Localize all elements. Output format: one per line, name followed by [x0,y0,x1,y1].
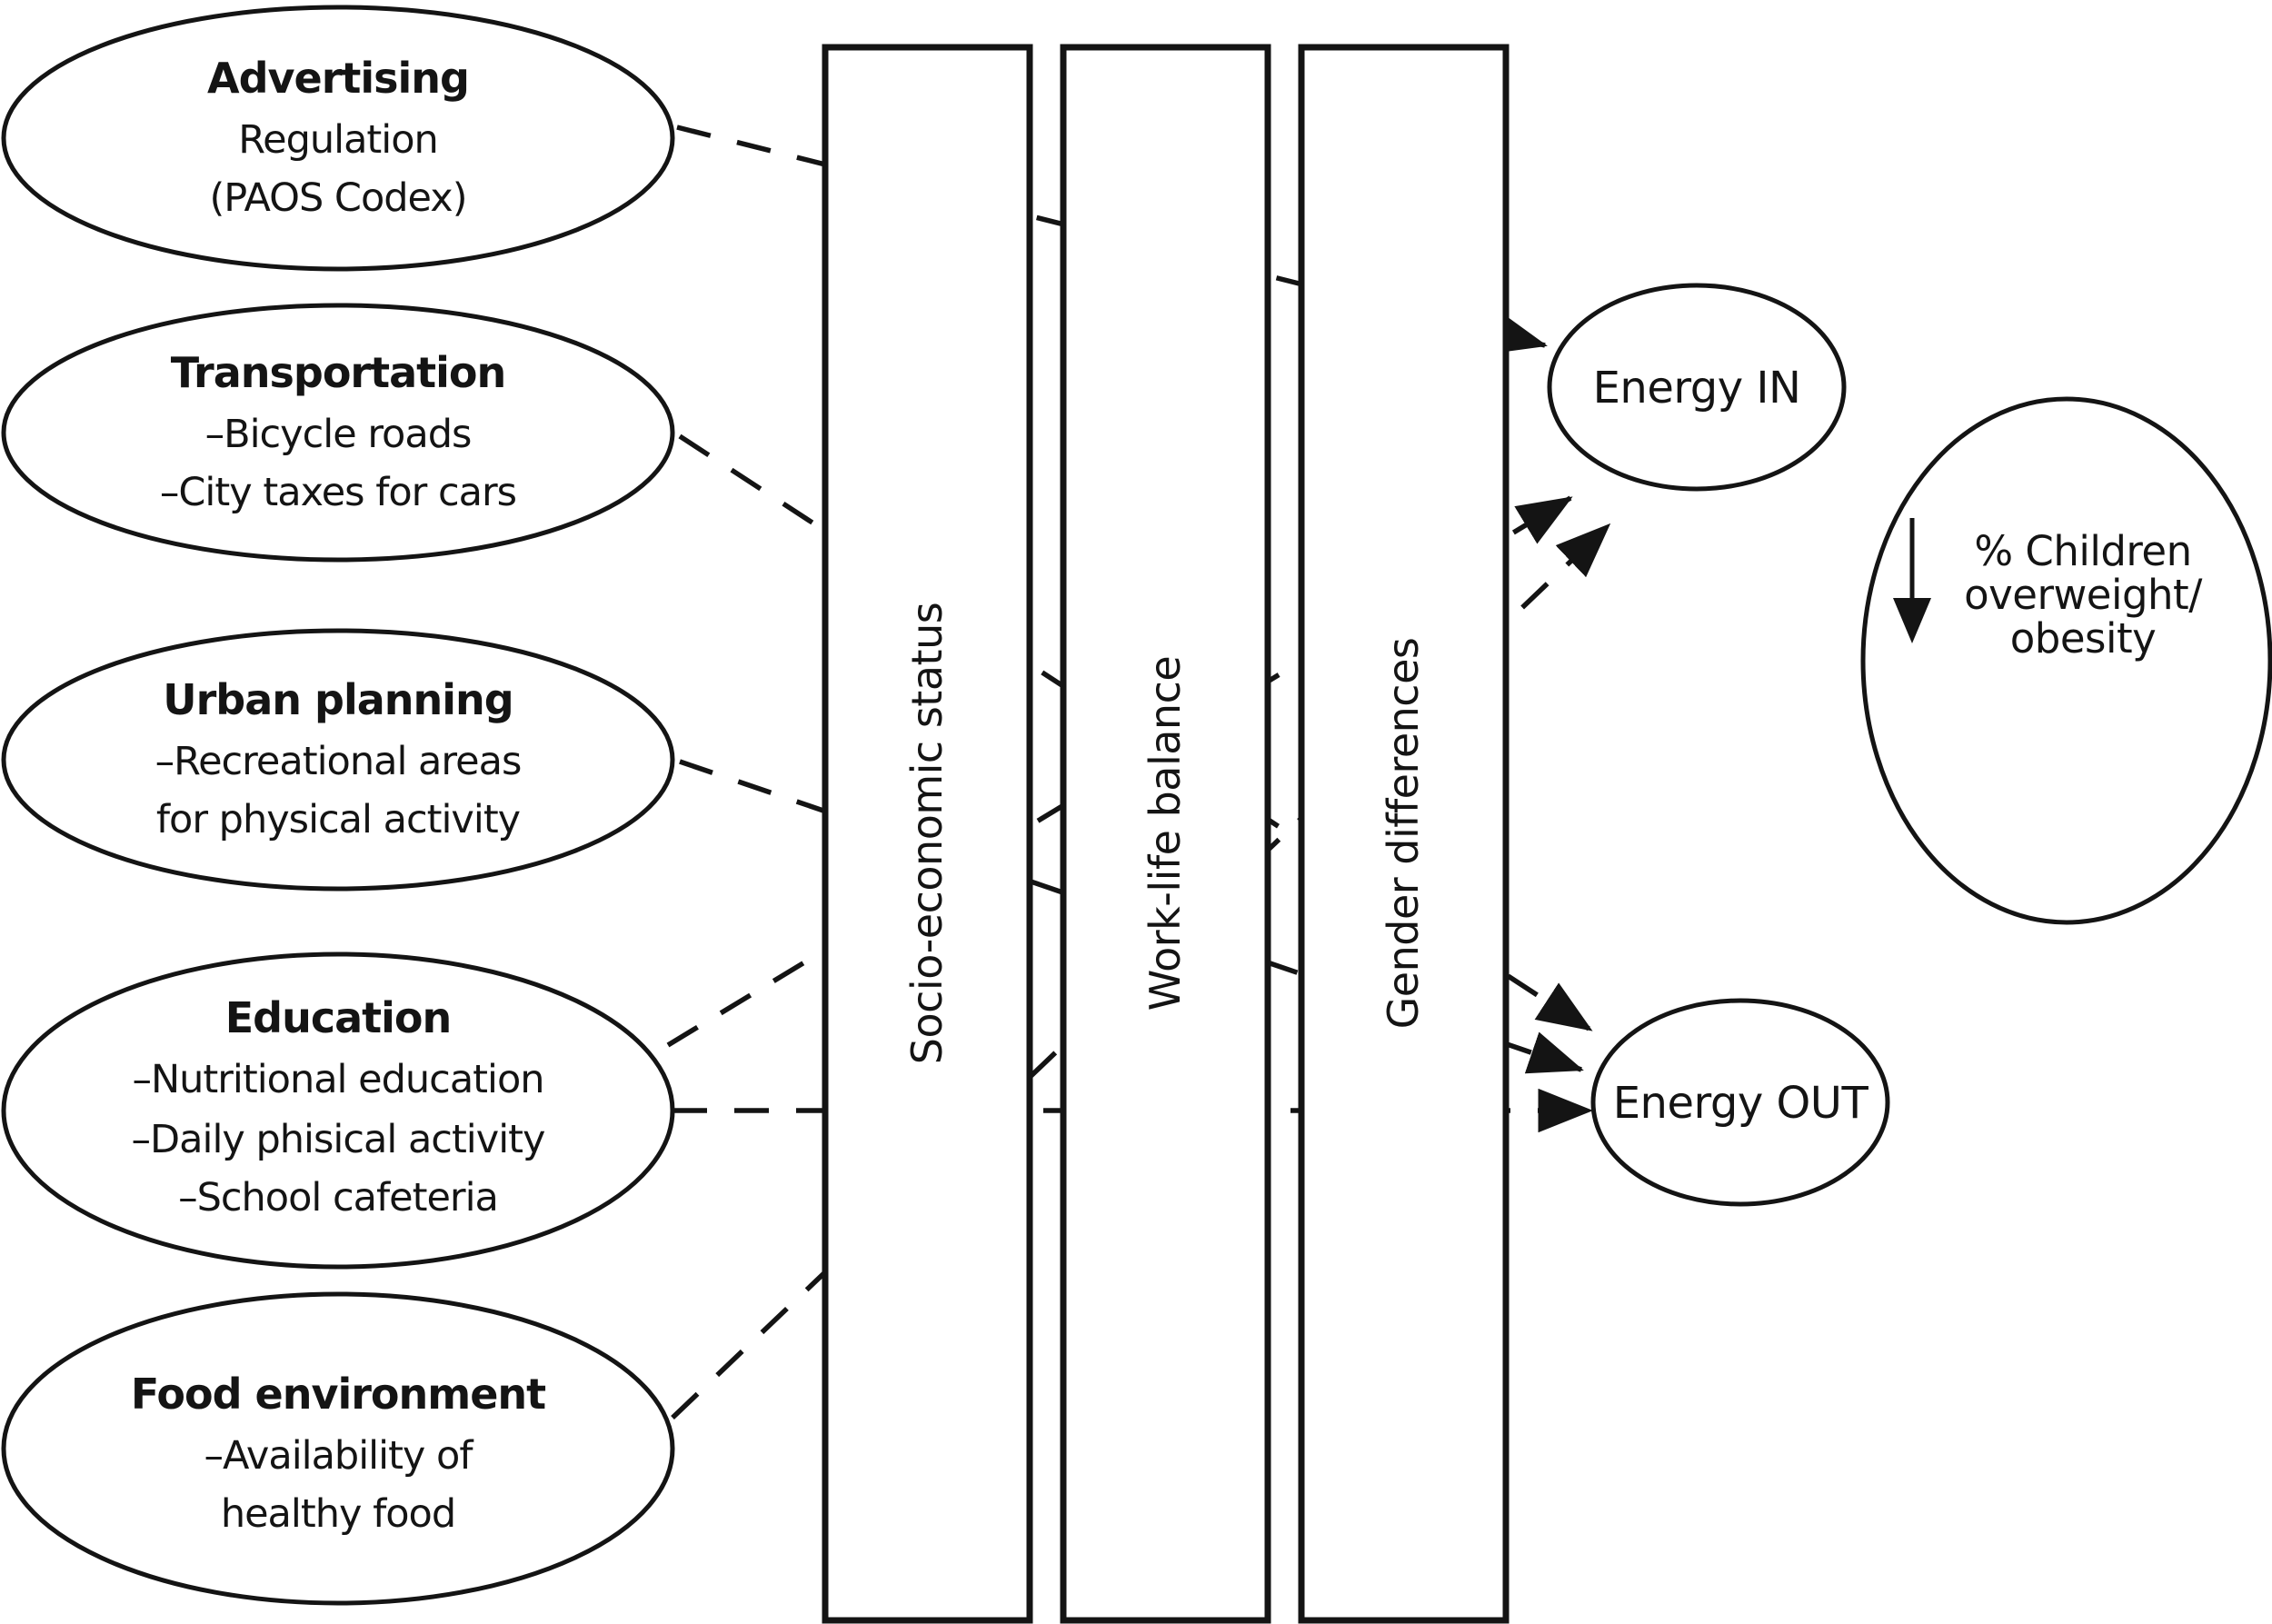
result-texts: % Children overweight/ obesity [1964,527,2204,663]
cause-texts: Advertising Regulation (PAOS Codex) Tran… [131,54,546,1537]
ellipse-advertising [1,5,675,272]
ellipse-energy-in [1547,283,1847,492]
urban-planning-title: Urban planning [163,675,513,724]
transportation-title: Transportation [171,348,506,397]
result-line1: % Children [1974,527,2191,575]
gender-differences-label: Gender differences [1379,638,1428,1030]
advertising-line2: (PAOS Codex) [210,175,467,221]
socio-economic-status-label: Socio-economic status [902,603,952,1064]
bar-work-life-balance [1060,44,1271,1624]
food-environment-line2: healthy food [221,1491,455,1537]
energy-out-label: Energy OUT [1613,1078,1869,1129]
moderator-labels: Socio-economic status Work-life balance … [902,603,1428,1064]
work-life-balance-label: Work-life balance [1141,656,1190,1011]
urban-planning-line1: –Recreational areas [155,739,522,784]
education-line3: –School cafeteria [178,1175,498,1220]
food-environment-title: Food environment [131,1370,545,1419]
bar-socio-economic-status [822,44,1033,1624]
cause-ellipses [1,5,675,1606]
advertising-title: Advertising [207,54,469,103]
education-title: Education [225,993,452,1042]
ellipse-urban-planning [1,628,675,892]
ellipse-education [1,951,675,1270]
urban-planning-line2: for physical activity [156,797,521,842]
moderator-bars [822,44,1510,1624]
education-line2: –Daily phisical activity [132,1117,545,1162]
ellipse-children-overweight [1860,396,2272,925]
food-environment-line1: –Availability of [204,1433,474,1479]
ellipse-transportation [1,303,675,563]
education-line1: –Nutritional education [132,1057,543,1102]
ellipse-food-environment [1,1291,675,1606]
advertising-line1: Regulation [238,117,438,163]
transportation-line2: –City taxes for cars [160,470,516,515]
bar-gender-differences [1298,44,1510,1624]
outcome-ellipses [1547,283,2272,1207]
energy-in-label: Energy IN [1593,363,1801,413]
result-line2: overweight/ [1964,571,2203,619]
outcome-labels: Energy IN Energy OUT [1593,363,1869,1129]
transportation-line1: –Bicycle roads [205,412,472,457]
result-line3: obesity [2010,614,2157,663]
decrease-arrow-icon [1893,518,1931,643]
ellipse-energy-out [1590,998,1890,1207]
